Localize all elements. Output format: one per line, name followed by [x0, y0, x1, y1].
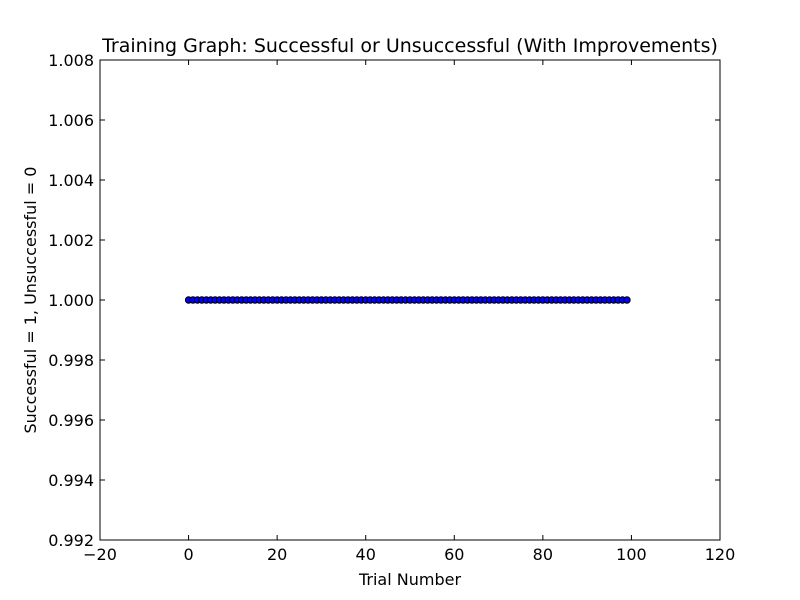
- data-point: [623, 296, 631, 304]
- data-points: [184, 296, 631, 304]
- x-tick-label: 0: [183, 545, 193, 564]
- x-tick-label: 60: [444, 545, 464, 564]
- x-tick-label: 100: [616, 545, 647, 564]
- y-axis: 0.992 0.994 0.996 0.998 1.000 1.002 1.004 1.006…: [48, 51, 720, 550]
- y-tick-label: 1.008: [48, 51, 94, 70]
- y-tick-label: 0.992: [48, 531, 94, 550]
- y-tick-label: 0.996: [48, 411, 94, 430]
- y-tick-label: 1.006: [48, 111, 94, 130]
- y-tick-label: 0.998: [48, 351, 94, 370]
- x-tick-label: 20: [267, 545, 287, 564]
- y-tick-label: 1.000: [48, 291, 94, 310]
- x-tick-label: 80: [533, 545, 553, 564]
- y-tick-label: 0.994: [48, 471, 94, 490]
- x-tick-label: 40: [356, 545, 376, 564]
- y-axis-label: Successful = 1, Unsuccessful = 0: [21, 167, 40, 434]
- x-axis: −20 0 20 40 60 80 100 120: [83, 60, 735, 564]
- x-tick-label: 120: [705, 545, 736, 564]
- x-axis-label: Trial Number: [358, 570, 461, 589]
- y-tick-label: 1.002: [48, 231, 94, 250]
- y-tick-label: 1.004: [48, 171, 94, 190]
- x-tick-label: −20: [83, 545, 117, 564]
- chart-title: Training Graph: Successful or Unsuccessf…: [101, 35, 718, 57]
